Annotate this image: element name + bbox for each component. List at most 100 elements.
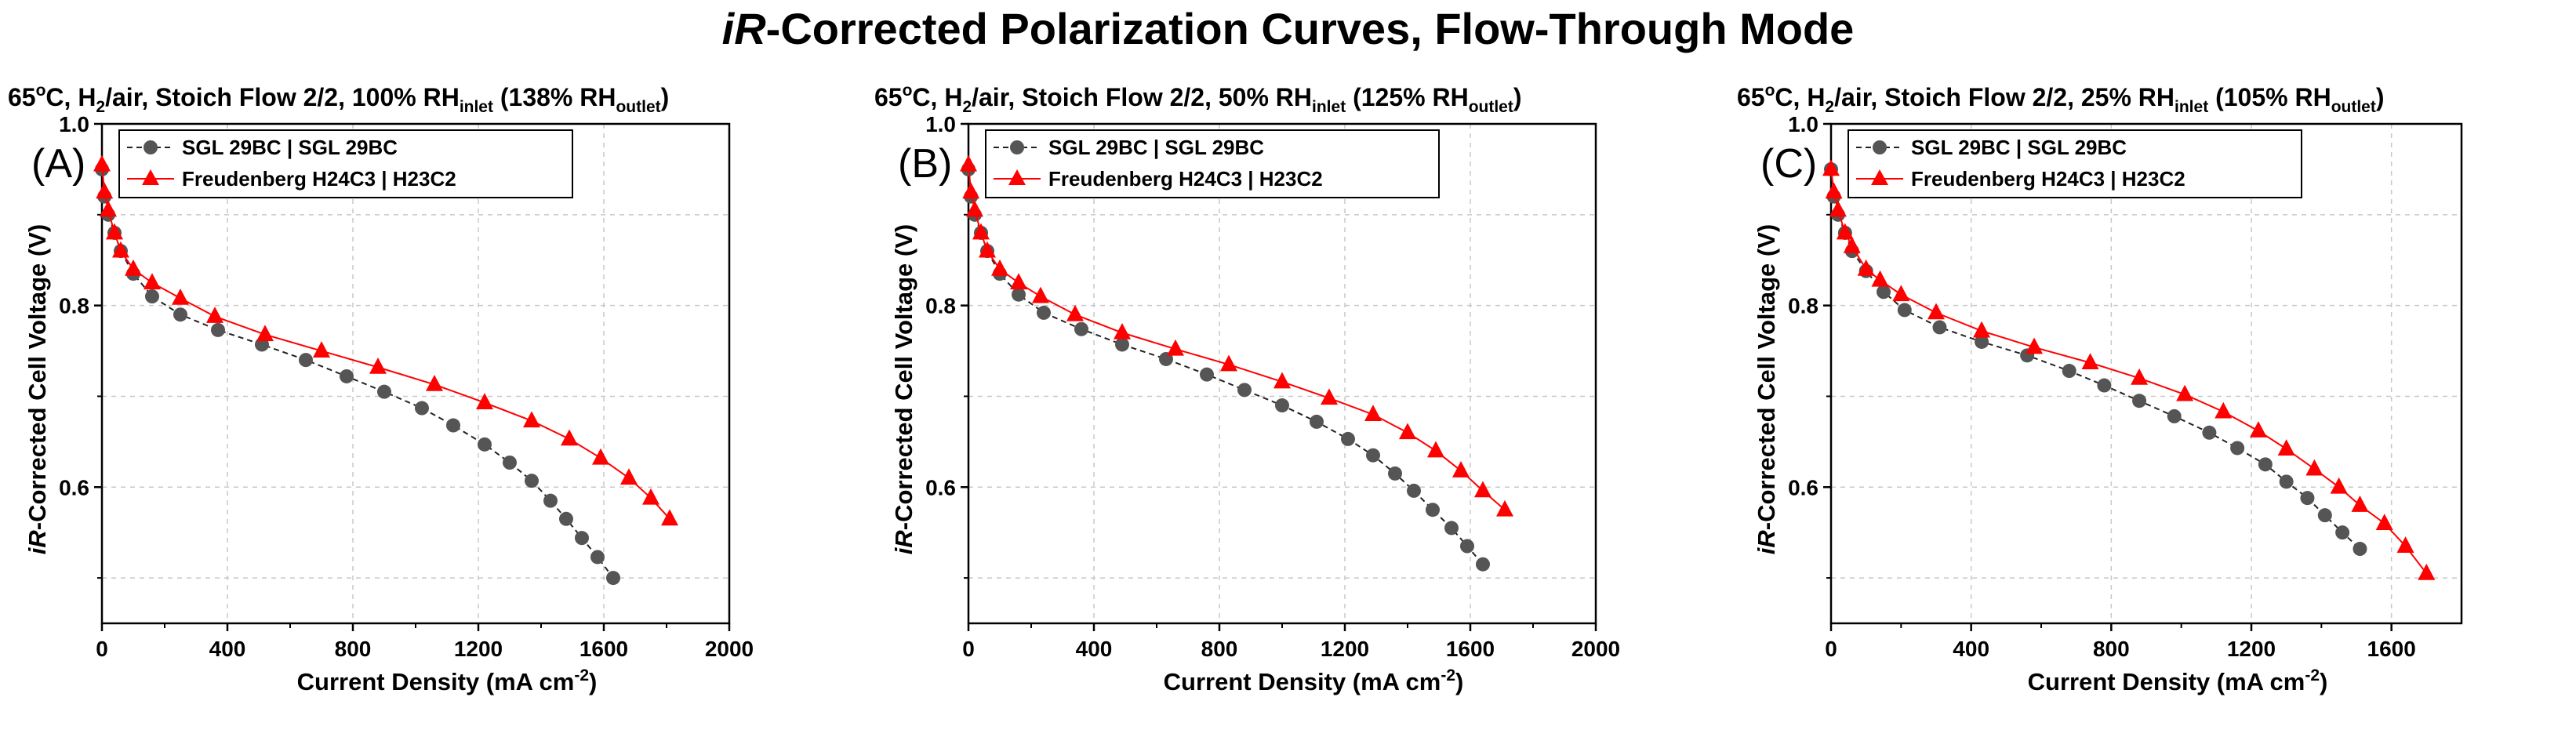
- freudenberg-data-point: [1032, 286, 1049, 303]
- x-tick-label: 400: [209, 637, 246, 661]
- sgl-data-point: [606, 571, 620, 586]
- x-axis-label: Current Density (mA cm-2): [1164, 666, 1464, 695]
- sgl-data-point: [446, 418, 460, 433]
- legend-entry: SGL 29BC | SGL 29BC: [1911, 136, 2127, 159]
- freudenberg-data-point: [1822, 159, 1840, 176]
- subtitle-part: /air, Stoich Flow 2/2, 25% RH: [1834, 83, 2175, 111]
- freudenberg-data-point: [979, 241, 996, 258]
- subtitle-part: (105% RH: [2208, 83, 2331, 111]
- sgl-data-point: [1444, 521, 1459, 536]
- legend-marker-triangle: [142, 169, 159, 185]
- subtitle-subscript: 2: [1825, 98, 1834, 116]
- subtitle-part: 65: [1737, 83, 1765, 111]
- x-axis-label-text: ): [2320, 668, 2327, 695]
- freudenberg-data-point: [1399, 423, 1416, 440]
- sgl-data-point: [1426, 503, 1440, 517]
- subtitle-subscript: inlet: [2175, 98, 2208, 116]
- freudenberg-data-point: [561, 429, 578, 446]
- sgl-data-point: [1460, 539, 1474, 554]
- sgl-data-point: [2258, 457, 2273, 472]
- x-tick-label: 1200: [2227, 637, 2276, 661]
- freudenberg-data-point: [206, 307, 223, 323]
- freudenberg-data-point: [2131, 368, 2149, 385]
- main-title: iR-Corrected Polarization Curves, Flow-T…: [0, 3, 2576, 54]
- legend-box: [985, 129, 1440, 198]
- sgl-data-point: [211, 322, 225, 337]
- subtitle-superscript: o: [36, 82, 46, 100]
- freudenberg-data-point: [476, 393, 493, 409]
- freudenberg-data-point: [2176, 384, 2194, 401]
- y-axis-label: iR-Corrected Cell Voltage (V): [24, 224, 51, 554]
- freudenberg-data-point: [1273, 372, 1291, 389]
- freudenberg-data-point: [2026, 337, 2044, 354]
- freudenberg-data-point: [96, 182, 114, 199]
- x-axis-label-superscript: -2: [1441, 666, 1455, 684]
- x-axis-label-superscript: -2: [2305, 666, 2320, 684]
- x-tick-label: 1200: [454, 637, 503, 661]
- legend-entry: Freudenberg H24C3 | H23C2: [1048, 167, 1323, 191]
- y-axis-label-italic: iR: [1753, 530, 1780, 555]
- freudenberg-data-point: [100, 200, 117, 217]
- sgl-data-point: [1975, 334, 1989, 349]
- freudenberg-data-point: [1836, 223, 1854, 240]
- freudenberg-data-point: [112, 241, 129, 258]
- y-tick-label: 0.6: [925, 475, 956, 499]
- sgl-data-point: [2097, 378, 2112, 393]
- sgl-data-point: [1366, 448, 1380, 463]
- freudenberg-data-point: [1114, 322, 1131, 340]
- sgl-data-point: [2335, 525, 2350, 540]
- subtitle-part: (138% RH: [493, 83, 616, 111]
- freudenberg-data-point: [144, 273, 161, 290]
- legend: SGL 29BC | SGL 29BC Freudenberg H24C3 | H…: [985, 129, 1440, 198]
- freudenberg-data-point: [2305, 459, 2323, 476]
- x-tick-label: 1600: [1446, 637, 1495, 661]
- freudenberg-data-point: [642, 488, 659, 505]
- subtitle-superscript: o: [1765, 82, 1775, 100]
- sgl-data-point: [1074, 321, 1088, 336]
- freudenberg-data-point: [2351, 496, 2369, 512]
- panel-subtitle: 65oC, H2/air, Stoich Flow 2/2, 100% RHin…: [8, 82, 669, 116]
- sgl-data-point: [1407, 483, 1421, 498]
- x-tick-label: 2000: [1571, 637, 1620, 661]
- x-axis-label-superscript: -2: [574, 666, 589, 684]
- freudenberg-data-point: [369, 357, 387, 374]
- legend: SGL 29BC | SGL 29BC Freudenberg H24C3 | H…: [1848, 129, 2302, 198]
- freudenberg-data-point: [620, 468, 638, 485]
- sgl-data-point: [1200, 367, 1214, 382]
- legend-marker-circle: [1010, 140, 1024, 154]
- sgl-data-point: [2300, 491, 2315, 506]
- x-tick-label: 800: [1201, 637, 1238, 661]
- panel-subtitle: 65oC, H2/air, Stoich Flow 2/2, 25% RHinl…: [1737, 82, 2385, 116]
- freudenberg-data-point: [1496, 499, 1513, 517]
- freudenberg-data-point: [1892, 285, 1910, 302]
- freudenberg-data-point: [1474, 481, 1491, 498]
- y-axis-label-text: -Corrected Cell Voltage (V): [1753, 224, 1780, 530]
- y-tick-label: 0.8: [59, 294, 89, 318]
- y-axis-label-text: -Corrected Cell Voltage (V): [890, 224, 917, 530]
- sgl-data-point: [2230, 441, 2245, 456]
- freudenberg-data-point: [1364, 405, 1382, 422]
- y-axis-label: iR-Corrected Cell Voltage (V): [890, 224, 917, 554]
- x-axis-label-text: ): [1455, 668, 1463, 695]
- sgl-data-point: [377, 384, 391, 399]
- subtitle-subscript: inlet: [1312, 98, 1346, 116]
- x-tick-label: 1600: [580, 637, 628, 661]
- subtitle-part: C, H: [45, 83, 96, 111]
- sgl-data-point: [1237, 383, 1252, 398]
- y-axis-label: iR-Corrected Cell Voltage (V): [1753, 224, 1780, 554]
- sgl-data-point: [1341, 431, 1355, 446]
- sgl-data-point: [1877, 285, 1891, 300]
- subtitle-part: C, H: [1775, 83, 1825, 111]
- legend-entry: SGL 29BC | SGL 29BC: [1048, 136, 1264, 159]
- y-tick-label: 0.6: [1788, 475, 1818, 499]
- freudenberg-data-point: [2396, 536, 2414, 553]
- legend-marker-circle: [1873, 140, 1887, 154]
- freudenberg-data-point: [426, 374, 443, 391]
- x-axis-label-text: ): [589, 668, 597, 695]
- freudenberg-data-point: [1857, 259, 1875, 276]
- x-axis-label: Current Density (mA cm-2): [297, 666, 598, 695]
- freudenberg-data-point: [256, 325, 274, 342]
- subtitle-subscript: outlet: [616, 98, 660, 116]
- sgl-series-line: [101, 169, 614, 579]
- panel-subtitle: 65oC, H2/air, Stoich Flow 2/2, 50% RHinl…: [874, 82, 1522, 116]
